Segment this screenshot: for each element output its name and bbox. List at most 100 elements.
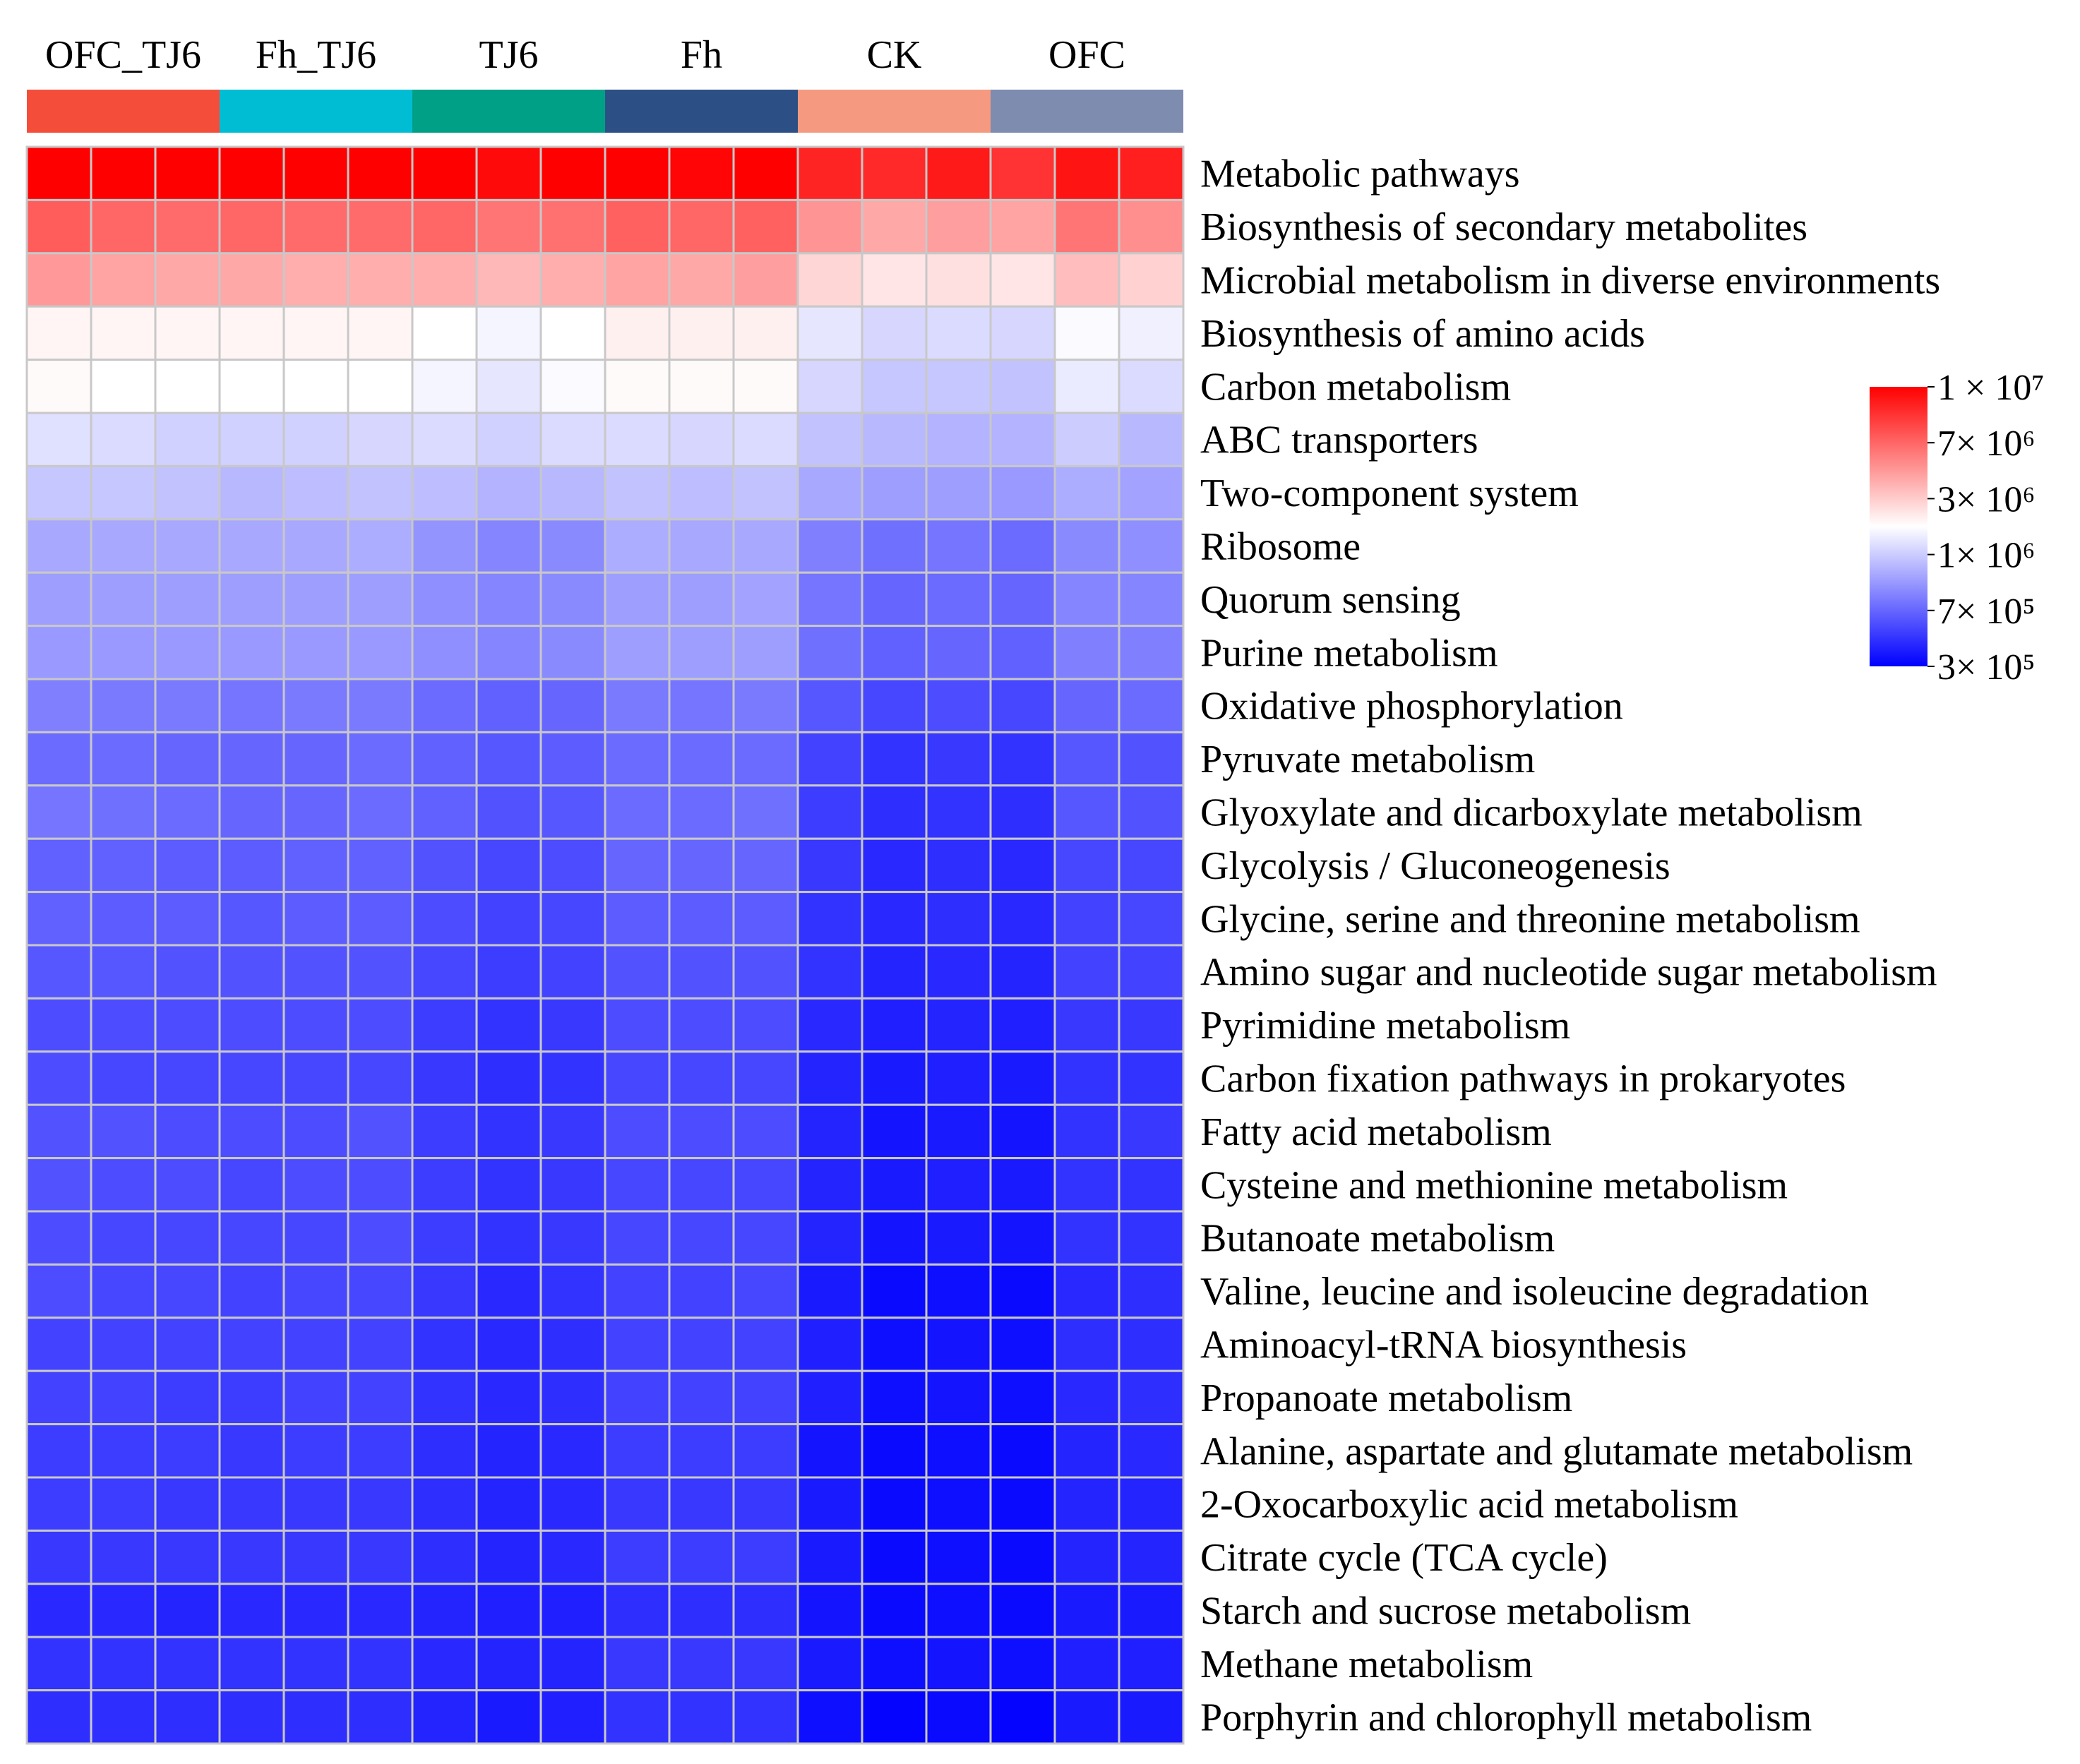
heatmap-cell bbox=[604, 1529, 671, 1585]
heatmap-cell bbox=[989, 1103, 1056, 1160]
heatmap-cell bbox=[861, 891, 928, 947]
heatmap-cell bbox=[90, 359, 157, 414]
heatmap-cell bbox=[796, 944, 863, 1000]
heatmap-cell bbox=[732, 678, 799, 733]
heatmap-cell bbox=[668, 252, 735, 308]
heatmap-cell bbox=[1118, 1476, 1185, 1532]
heatmap-cell bbox=[925, 784, 992, 840]
heatmap-cell bbox=[989, 731, 1056, 787]
heatmap-cell bbox=[475, 1050, 542, 1106]
heatmap-cell bbox=[925, 1529, 992, 1585]
heatmap-cell bbox=[90, 252, 157, 308]
heatmap-cell bbox=[989, 1476, 1056, 1532]
heatmap-cell bbox=[154, 1369, 221, 1426]
heatmap-cell bbox=[1053, 1103, 1120, 1160]
heatmap-cell bbox=[732, 359, 799, 414]
heatmap-cell bbox=[347, 1529, 414, 1585]
row-label: Glyoxylate and dicarboxylate metabolism bbox=[1200, 791, 1863, 835]
heatmap-cell bbox=[539, 1316, 606, 1372]
heatmap-cell bbox=[1053, 1157, 1120, 1213]
heatmap-cell bbox=[604, 1263, 671, 1319]
heatmap-cell bbox=[989, 678, 1056, 733]
heatmap-cell bbox=[796, 1476, 863, 1532]
heatmap-cell bbox=[1053, 145, 1120, 201]
row-labels: Metabolic pathways Biosynthesis of second… bbox=[1200, 152, 1940, 1740]
heatmap-cell bbox=[539, 1529, 606, 1585]
heatmap-cell bbox=[347, 891, 414, 947]
heatmap-cell bbox=[25, 1529, 92, 1585]
heatmap-cell bbox=[861, 731, 928, 787]
heatmap-cell bbox=[154, 1316, 221, 1372]
heatmap-cell bbox=[925, 1263, 992, 1319]
heatmap-cell bbox=[539, 518, 606, 574]
heatmap-cell bbox=[1053, 1636, 1120, 1692]
row-label: ABC transporters bbox=[1200, 419, 1478, 462]
heatmap-cell bbox=[90, 1050, 157, 1106]
heatmap-cell bbox=[154, 997, 221, 1053]
heatmap-cell bbox=[1053, 944, 1120, 1000]
heatmap-cell bbox=[347, 944, 414, 1000]
heatmap-cell bbox=[411, 305, 478, 361]
heatmap-cell bbox=[347, 305, 414, 361]
heatmap-cell bbox=[90, 1157, 157, 1213]
heatmap-cell bbox=[411, 1263, 478, 1319]
heatmap-cell bbox=[25, 305, 92, 361]
heatmap-cell bbox=[218, 837, 285, 894]
heatmap-cell bbox=[475, 359, 542, 414]
heatmap-cell bbox=[475, 837, 542, 894]
heatmap-cell bbox=[90, 571, 157, 628]
heatmap-cell bbox=[218, 1476, 285, 1532]
heatmap-cell bbox=[475, 784, 542, 840]
heatmap-cell bbox=[475, 1210, 542, 1266]
heatmap-cell bbox=[539, 837, 606, 894]
heatmap-cell bbox=[861, 252, 928, 308]
heatmap-cell bbox=[218, 1583, 285, 1638]
heatmap-cell bbox=[861, 784, 928, 840]
heatmap-cell bbox=[861, 1103, 928, 1160]
heatmap-cell bbox=[539, 412, 606, 467]
heatmap-cell bbox=[539, 1423, 606, 1479]
heatmap-cell bbox=[668, 731, 735, 787]
heatmap-cell bbox=[475, 1316, 542, 1372]
row-label: Cysteine and methionine metabolism bbox=[1200, 1163, 1788, 1207]
heatmap-cell bbox=[989, 1423, 1056, 1479]
heatmap-cell bbox=[25, 1157, 92, 1213]
heatmap-cell bbox=[347, 1583, 414, 1638]
heatmap-cell bbox=[475, 1689, 542, 1745]
heatmap-cell bbox=[411, 1103, 478, 1160]
heatmap-cell bbox=[539, 784, 606, 840]
heatmap-cell bbox=[411, 784, 478, 840]
heatmap-cell bbox=[218, 1369, 285, 1426]
heatmap-cell bbox=[282, 1157, 349, 1213]
heatmap-cell bbox=[989, 1636, 1056, 1692]
heatmap-cell bbox=[539, 1689, 606, 1745]
heatmap-cell bbox=[668, 1157, 735, 1213]
heatmap-cell bbox=[732, 944, 799, 1000]
heatmap-cell bbox=[347, 518, 414, 574]
group-bar-ofc-tj6 bbox=[27, 90, 220, 133]
heatmap-cell bbox=[154, 464, 221, 521]
heatmap-cell bbox=[218, 198, 285, 255]
heatmap-cell bbox=[1118, 1316, 1185, 1372]
row-label: Valine, leucine and isoleucine degradati… bbox=[1200, 1270, 1869, 1314]
heatmap-cell bbox=[539, 1583, 606, 1638]
heatmap-cell bbox=[604, 252, 671, 308]
heatmap-cell bbox=[475, 1103, 542, 1160]
heatmap-cell bbox=[218, 891, 285, 947]
heatmap-cell bbox=[218, 1103, 285, 1160]
legend-gradient-bar bbox=[1870, 387, 1927, 666]
heatmap-cell bbox=[604, 518, 671, 574]
heatmap-cell bbox=[1118, 1689, 1185, 1745]
heatmap-cell bbox=[732, 145, 799, 201]
heatmap-cell bbox=[282, 944, 349, 1000]
heatmap-cell bbox=[925, 1423, 992, 1479]
heatmap-cell bbox=[347, 412, 414, 467]
heatmap-cell bbox=[282, 1103, 349, 1160]
heatmap-cell bbox=[218, 997, 285, 1053]
heatmap-cell bbox=[90, 1369, 157, 1426]
heatmap-cell bbox=[604, 145, 671, 201]
heatmap-cell bbox=[925, 1583, 992, 1638]
heatmap-cell bbox=[796, 997, 863, 1053]
heatmap-cell bbox=[539, 1050, 606, 1106]
heatmap-cell bbox=[732, 1636, 799, 1692]
